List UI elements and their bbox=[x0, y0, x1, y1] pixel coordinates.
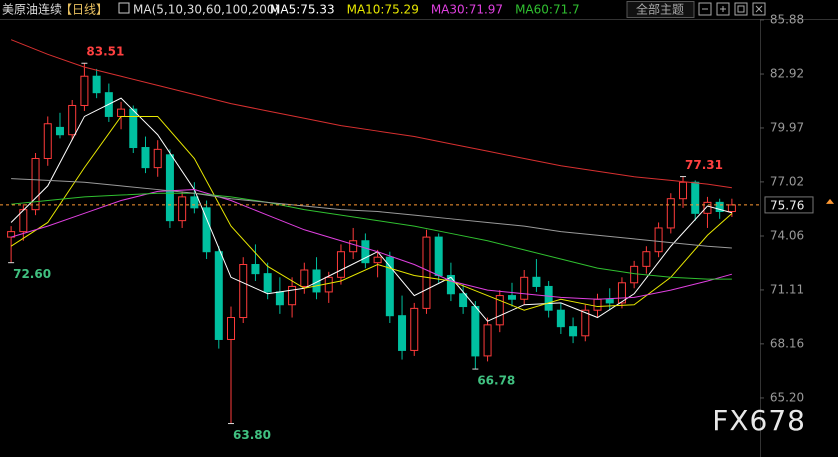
candle-body bbox=[654, 227, 663, 253]
legend: MA5:75.33 MA10:75.29 MA30:71.97 MA60:71.7 bbox=[270, 3, 580, 17]
annotation-label: 66.78 bbox=[477, 374, 515, 388]
candle-body bbox=[92, 75, 101, 94]
annotation-label: 83.51 bbox=[86, 45, 124, 59]
candle-body bbox=[349, 240, 358, 253]
candle-body bbox=[239, 264, 248, 319]
candle-body bbox=[422, 236, 431, 309]
plot-area: 83.51 72.60 63.80 66.78 77.31 bbox=[7, 39, 736, 442]
y-tick-label: 82.92 bbox=[770, 67, 804, 81]
candle-body bbox=[605, 298, 614, 304]
annotation-label: 72.60 bbox=[13, 267, 51, 281]
candle-body bbox=[410, 307, 419, 351]
candle-body bbox=[593, 298, 602, 311]
ma-line bbox=[10, 189, 733, 300]
candle-body bbox=[727, 204, 736, 212]
candle-body bbox=[495, 295, 504, 326]
button-plus[interactable] bbox=[716, 2, 730, 16]
candle-body bbox=[373, 256, 382, 264]
candle-body bbox=[214, 251, 223, 340]
candle-body bbox=[129, 108, 138, 149]
candle-body bbox=[617, 282, 626, 304]
candle-body bbox=[679, 181, 688, 200]
candle-body bbox=[263, 273, 272, 293]
candle-body bbox=[117, 108, 126, 117]
y-tick-label: 77.02 bbox=[770, 174, 804, 188]
candle-body bbox=[532, 276, 541, 287]
candle-body bbox=[544, 285, 553, 311]
candle-body bbox=[569, 326, 578, 337]
candle-body bbox=[227, 317, 236, 340]
window-buttons bbox=[698, 2, 766, 16]
candle-body bbox=[703, 201, 712, 214]
candle-body bbox=[630, 265, 639, 284]
legend-entry: MA5:75.33 bbox=[270, 3, 335, 17]
ma-line bbox=[10, 39, 732, 189]
annotation-label: 63.80 bbox=[233, 428, 271, 442]
candle-body bbox=[434, 236, 443, 276]
last-price-marker bbox=[826, 198, 834, 204]
candle-body bbox=[642, 251, 651, 267]
candle-body bbox=[385, 256, 394, 317]
candle-body bbox=[178, 196, 187, 222]
candle-body bbox=[715, 201, 724, 212]
period-label: 【日线】 bbox=[60, 3, 108, 17]
y-tick-label: 71.11 bbox=[770, 282, 804, 296]
candle-body bbox=[324, 276, 333, 293]
candle-body bbox=[288, 285, 297, 306]
candle-body bbox=[43, 123, 52, 159]
button-minus[interactable] bbox=[698, 2, 712, 16]
candle-body bbox=[520, 276, 529, 300]
legend-entry: MA10:75.29 bbox=[347, 3, 419, 17]
y-tick-label: 79.97 bbox=[770, 120, 804, 134]
ma-line bbox=[11, 192, 732, 280]
button-close[interactable] bbox=[752, 2, 766, 16]
candle-body bbox=[190, 196, 199, 209]
indicator-icon[interactable] bbox=[118, 2, 130, 14]
y-tick-label: 65.20 bbox=[770, 390, 804, 404]
ma-line bbox=[10, 115, 733, 311]
last-price-label: 75.76 bbox=[770, 198, 804, 212]
y-tick-label: 74.06 bbox=[770, 228, 804, 242]
annotation-label: 77.31 bbox=[685, 158, 723, 172]
theme-button[interactable] bbox=[626, 1, 695, 18]
candle-body bbox=[556, 309, 565, 328]
candle-body bbox=[507, 295, 516, 300]
y-tick-label: 68.16 bbox=[770, 336, 804, 350]
candle-body bbox=[141, 147, 150, 169]
candle-body bbox=[31, 157, 40, 211]
candle-body bbox=[300, 269, 309, 287]
ma-line bbox=[11, 178, 732, 249]
candle-body bbox=[581, 309, 590, 337]
candle-body bbox=[336, 251, 345, 278]
watermark: FX678 bbox=[712, 404, 806, 437]
candle-body bbox=[398, 315, 407, 351]
indicator-label: MA(5,10,30,60,100,200) bbox=[133, 3, 279, 17]
candle-body bbox=[275, 291, 284, 306]
candle-body bbox=[202, 207, 211, 253]
legend-entry: MA30:71.97 bbox=[431, 3, 503, 17]
candle-body bbox=[55, 126, 64, 136]
candle-body bbox=[80, 75, 89, 106]
candle-body bbox=[666, 198, 675, 229]
candle-body bbox=[471, 306, 480, 357]
candle-body bbox=[459, 293, 468, 308]
theme-button-label: 全部主题 bbox=[636, 2, 684, 17]
button-restore[interactable] bbox=[734, 2, 748, 16]
candle-body bbox=[251, 264, 260, 275]
candle-body bbox=[483, 324, 492, 357]
candle-body bbox=[446, 274, 455, 295]
y-tick-label: 85.88 bbox=[770, 12, 804, 26]
last-price-box bbox=[764, 196, 814, 214]
candle-body bbox=[165, 154, 174, 222]
chart-title: 美原油连续 bbox=[2, 2, 62, 17]
candle-body bbox=[691, 181, 700, 214]
candle-body bbox=[153, 148, 162, 169]
legend-entry: MA60:71.7 bbox=[515, 3, 580, 17]
candle-body bbox=[68, 104, 77, 136]
candle-body bbox=[361, 240, 370, 264]
